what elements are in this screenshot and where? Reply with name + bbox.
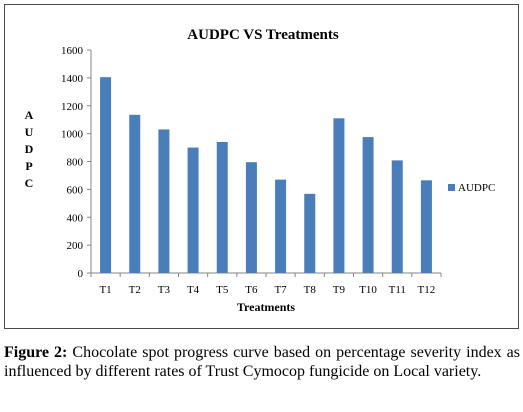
y-axis-title-letter: P bbox=[25, 159, 32, 173]
y-axis-title-letter: U bbox=[25, 125, 34, 139]
y-tick-label: 1600 bbox=[61, 45, 84, 57]
y-axis-title: AUDPC bbox=[25, 108, 34, 190]
x-axis-ticks: T1 T2 T3 T4 T5 T6 T7 T8 T9 T10 T11 T12 bbox=[90, 273, 442, 296]
bar-T12 bbox=[420, 180, 432, 273]
bar-T2 bbox=[129, 114, 141, 273]
bar-T11 bbox=[391, 160, 403, 273]
bar-T5 bbox=[216, 141, 228, 273]
x-tick-label: T8 bbox=[304, 284, 317, 296]
bar-T8 bbox=[304, 193, 316, 273]
bar-T4 bbox=[187, 147, 199, 273]
x-tick-label: T7 bbox=[274, 284, 287, 296]
figure-frame: AUDPC VS Treatments 0 200 400 600 800 1000 120… bbox=[4, 4, 519, 329]
bar-T9 bbox=[333, 118, 345, 273]
legend: AUDPC bbox=[448, 182, 495, 194]
x-tick-label: T5 bbox=[216, 284, 229, 296]
x-tick-label: T4 bbox=[187, 284, 200, 296]
chart-title: AUDPC VS Treatments bbox=[187, 27, 339, 43]
y-tick-label: 0 bbox=[78, 268, 84, 280]
x-tick-label: T6 bbox=[245, 284, 258, 296]
figure-label: Figure 2: bbox=[4, 344, 68, 361]
bar-T1 bbox=[100, 77, 112, 273]
y-tick-label: 800 bbox=[67, 157, 84, 169]
legend-label: AUDPC bbox=[458, 182, 495, 194]
y-axis-ticks: 0 200 400 600 800 1000 1200 1400 1600 bbox=[61, 45, 91, 280]
figure-caption: Figure 2: Chocolate spot progress curve … bbox=[4, 343, 520, 381]
y-tick-label: 600 bbox=[67, 184, 84, 196]
x-axis-title: Treatments bbox=[237, 300, 296, 314]
y-tick-label: 1200 bbox=[61, 101, 84, 113]
x-tick-label: T10 bbox=[359, 284, 377, 296]
y-tick-label: 1400 bbox=[61, 73, 84, 85]
bar-T6 bbox=[245, 162, 257, 273]
x-tick-label: T9 bbox=[333, 284, 346, 296]
bar-T7 bbox=[275, 179, 287, 273]
y-tick-label: 200 bbox=[67, 240, 84, 252]
x-tick-label: T3 bbox=[158, 284, 171, 296]
x-tick-label: T1 bbox=[99, 284, 111, 296]
y-axis-title-letter: A bbox=[25, 108, 34, 122]
x-tick-label: T11 bbox=[389, 284, 406, 296]
y-tick-label: 1000 bbox=[61, 129, 84, 141]
legend-swatch bbox=[448, 184, 455, 191]
x-tick-label: T2 bbox=[129, 284, 141, 296]
figure-caption-text: Chocolate spot progress curve based on p… bbox=[4, 344, 521, 380]
chart: AUDPC VS Treatments 0 200 400 600 800 1000 120… bbox=[25, 27, 496, 314]
bar-T10 bbox=[362, 137, 374, 273]
y-axis-title-letter: D bbox=[25, 142, 34, 156]
bar-T3 bbox=[158, 129, 170, 273]
y-axis-title-letter: C bbox=[25, 176, 34, 190]
bars bbox=[100, 77, 432, 273]
y-tick-label: 400 bbox=[67, 212, 84, 224]
x-tick-label: T12 bbox=[418, 284, 436, 296]
